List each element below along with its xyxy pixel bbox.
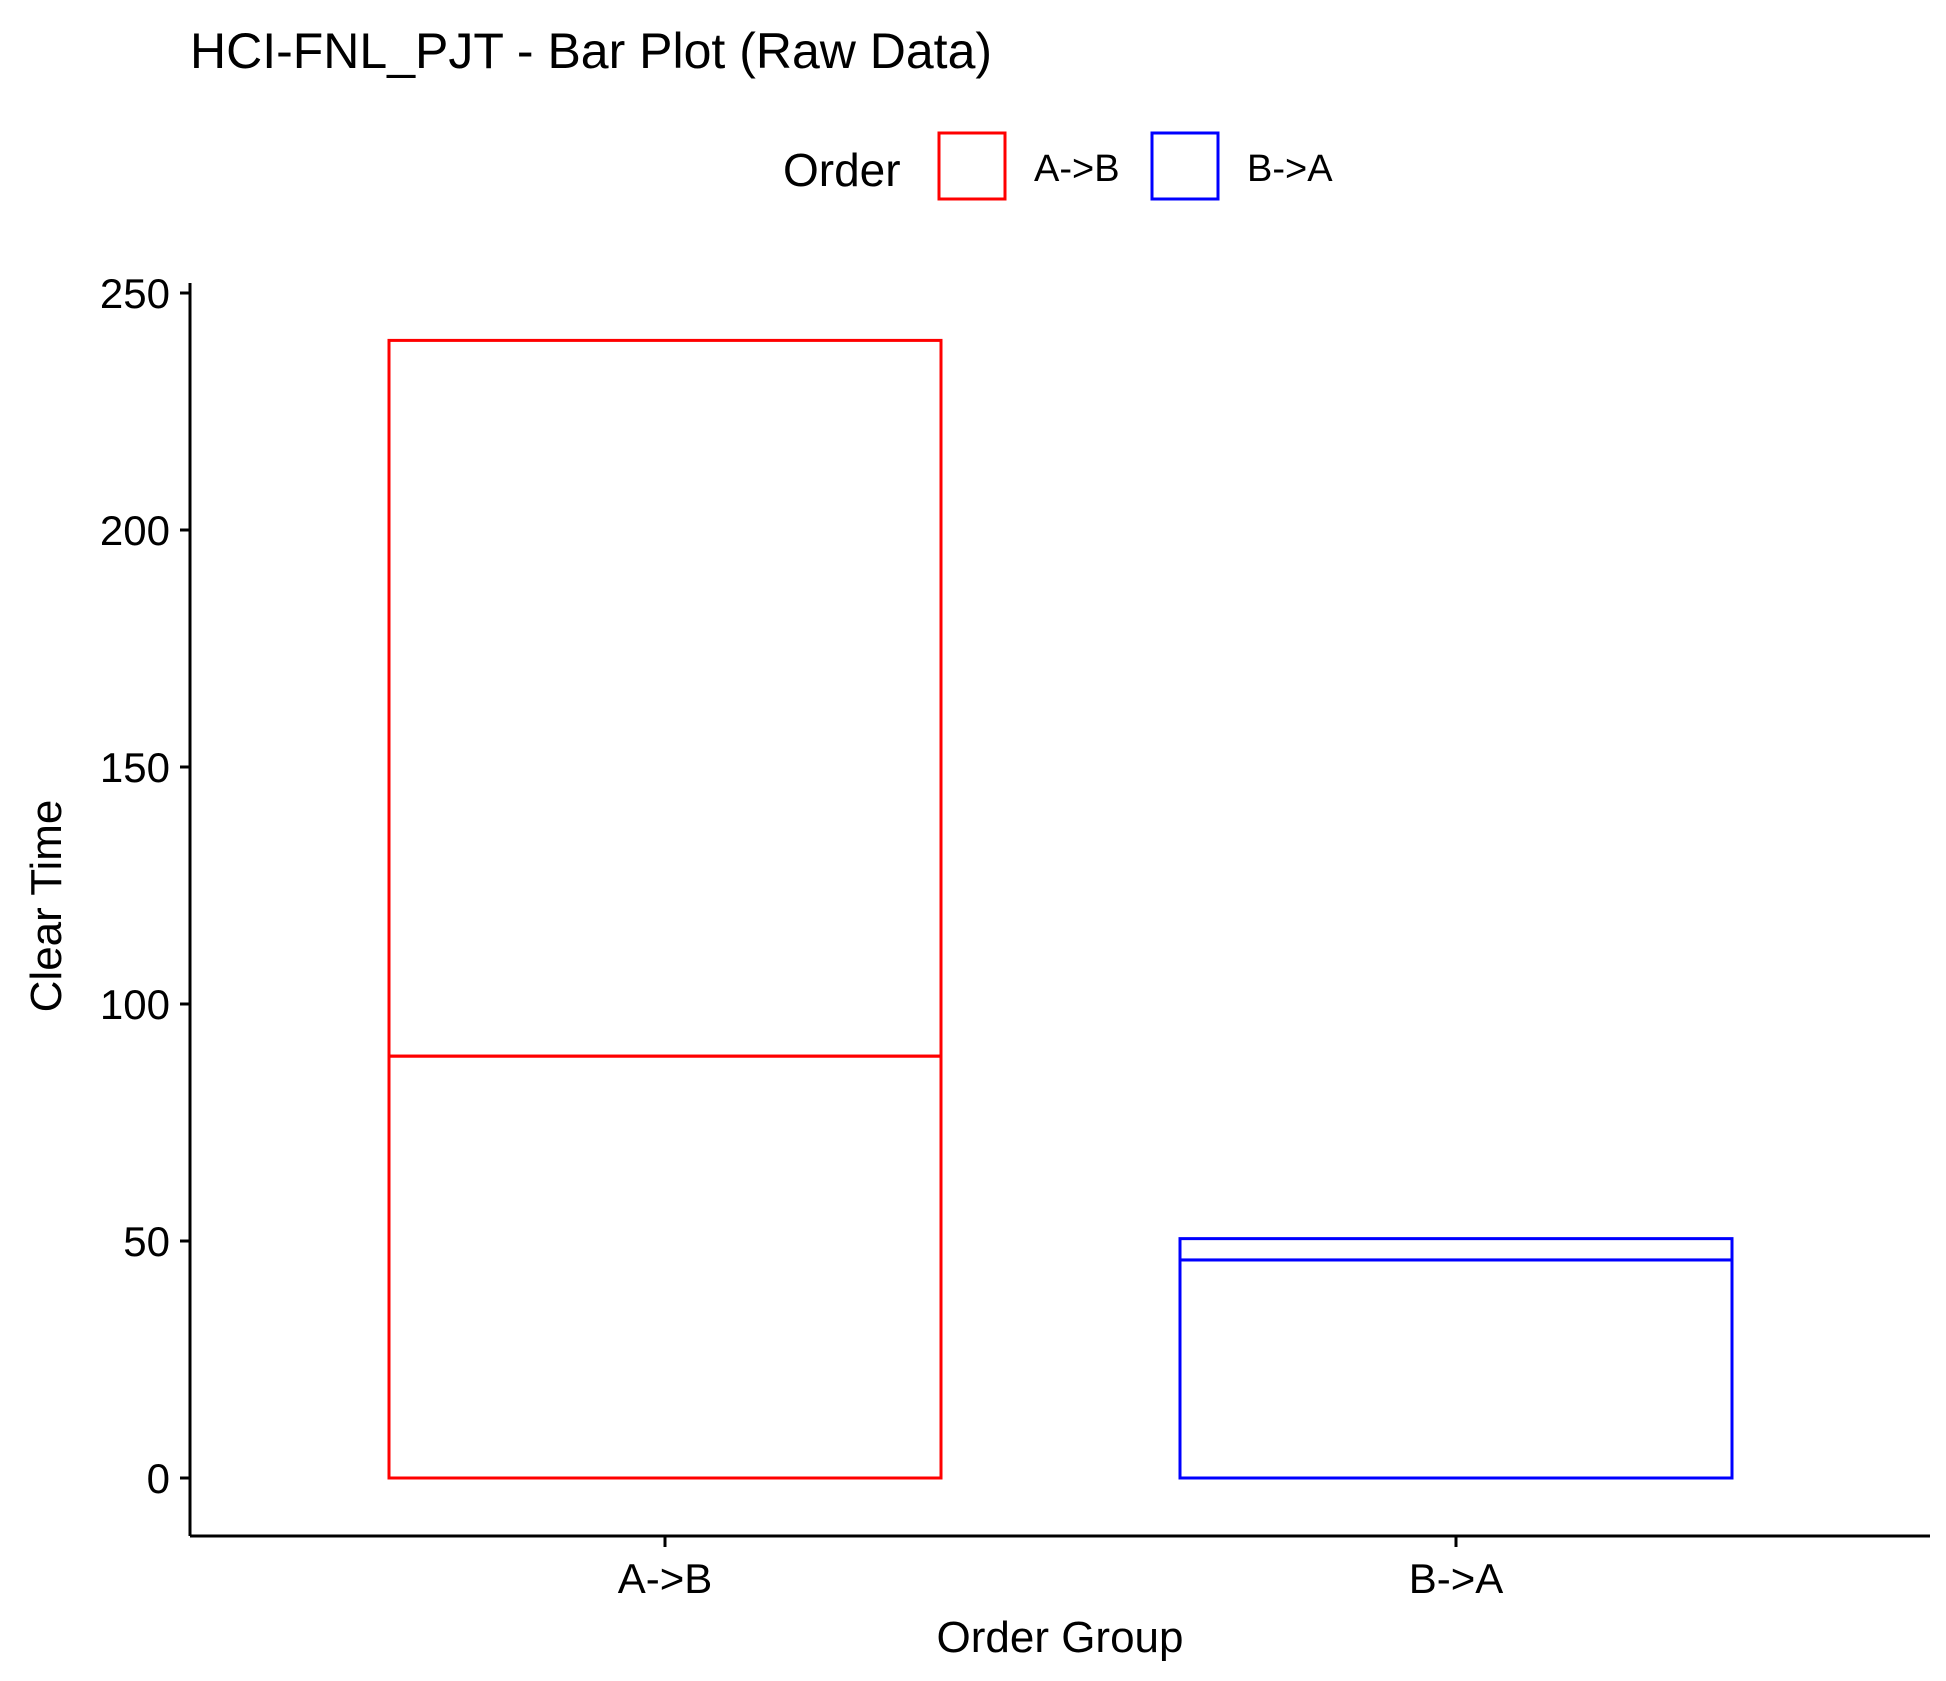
y-tick-label: 50: [123, 1218, 170, 1265]
legend: Order A->B B->A: [783, 131, 1333, 201]
y-tick-label: 150: [100, 744, 170, 791]
x-axis-title: Order Group: [937, 1613, 1184, 1662]
x-tick-label: B->A: [1409, 1555, 1504, 1602]
y-axis: 0 50 100 150 200 250: [100, 270, 190, 1502]
plot-area: [387, 338, 1734, 1480]
legend-label: A->B: [1034, 148, 1120, 190]
y-tick-label: 200: [100, 507, 170, 554]
y-axis-title: Clear Time: [22, 800, 71, 1013]
y-tick-label: 0: [147, 1455, 170, 1502]
legend-label: B->A: [1247, 148, 1333, 190]
y-tick-label: 100: [100, 981, 170, 1028]
bar-segment: [387, 1054, 943, 1480]
legend-key: [937, 131, 1007, 201]
x-axis: A->B B->A: [618, 1536, 1504, 1602]
legend-key: [1150, 131, 1220, 201]
bar-segment: [1178, 1258, 1734, 1480]
bar-segment: [1178, 1237, 1734, 1262]
x-tick-label: A->B: [618, 1555, 713, 1602]
bar-segment: [387, 338, 943, 1058]
y-tick-label: 250: [100, 270, 170, 317]
chart-title: HCI-FNL_PJT - Bar Plot (Raw Data): [190, 23, 992, 79]
legend-title: Order: [783, 144, 901, 196]
